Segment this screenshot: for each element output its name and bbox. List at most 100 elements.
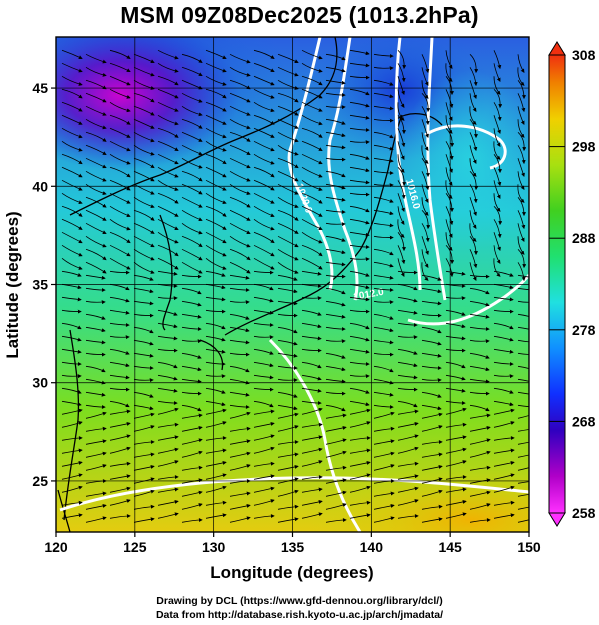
streamline-645	[181, 465, 203, 471]
streamline-490	[301, 361, 322, 369]
streamline-28	[253, 62, 275, 72]
streamline-281	[85, 235, 107, 248]
streamline-519	[517, 378, 529, 382]
streamline-210	[301, 179, 323, 191]
streamline-251	[325, 209, 346, 215]
streamline-556	[445, 400, 466, 406]
isobar-south-3	[59, 476, 529, 512]
streamline-60	[61, 88, 83, 99]
streamline-184	[157, 166, 179, 178]
streamline-656	[445, 460, 467, 467]
streamline-461	[85, 352, 106, 357]
streamline-614	[397, 434, 419, 441]
streamline-322	[109, 257, 131, 270]
streamline-115	[421, 119, 429, 139]
streamline-687	[229, 491, 251, 497]
streamline-382	[109, 296, 130, 303]
streamline-472	[349, 348, 370, 354]
streamline-401	[85, 313, 106, 320]
streamline-137	[469, 132, 478, 152]
streamline-167	[229, 157, 251, 169]
streamline-516	[445, 374, 466, 381]
streamline-574	[397, 409, 419, 415]
streamline-480	[61, 361, 82, 367]
streamline-402	[109, 309, 130, 315]
streamline-440	[61, 335, 82, 342]
streamline-494	[397, 361, 418, 368]
streamline-598	[493, 421, 515, 428]
streamline-204	[157, 179, 179, 191]
streamline-731	[325, 518, 347, 523]
streamline-710	[301, 499, 323, 506]
streamline-371	[325, 287, 346, 295]
streamline-349	[277, 274, 298, 281]
streamline-131	[325, 131, 346, 138]
streamline-475	[421, 352, 442, 358]
streamline-717	[469, 503, 491, 510]
streamline-607	[229, 439, 251, 445]
streamline-691	[325, 490, 347, 497]
streamline-677	[469, 478, 491, 484]
streamline-231	[325, 196, 346, 202]
streamline-277	[469, 223, 477, 242]
streamline-90	[301, 101, 323, 112]
streamline-611	[325, 438, 347, 445]
streamline-343	[133, 274, 154, 281]
streamline-39	[517, 67, 525, 86]
streamline-535	[421, 391, 442, 398]
streamline-320	[61, 257, 83, 270]
colorbar-label-258: 258	[572, 505, 596, 521]
streamline-520	[61, 387, 82, 394]
streamline-353	[373, 274, 394, 280]
coordinate-grid	[56, 37, 529, 532]
map-plot-area: 1020.0 1016.0 1012.0	[56, 37, 529, 532]
streamline-58	[493, 76, 501, 95]
streamline-557	[469, 404, 490, 412]
streamline-551	[325, 404, 346, 412]
streamline-543	[133, 404, 154, 411]
x-axis: 120 125 130 135 140 145 150	[44, 532, 541, 555]
streamline-723	[133, 517, 155, 523]
streamline-76	[445, 89, 454, 109]
streamline-7	[229, 53, 251, 64]
streamline-724	[157, 512, 179, 519]
streamline-381	[85, 300, 106, 305]
streamline-246	[205, 205, 227, 217]
streamline-273	[373, 222, 394, 228]
streamline-234	[397, 193, 405, 213]
streamline-23	[133, 66, 155, 77]
streamline-318	[493, 245, 501, 264]
streamline-185	[181, 170, 203, 182]
streamline-532	[349, 387, 370, 394]
streamline-644	[157, 460, 179, 467]
streamline-22	[109, 62, 131, 72]
streamline-456	[445, 335, 466, 341]
streamline-522	[109, 387, 130, 392]
y-tick-label-25: 25	[32, 473, 48, 489]
streamline-237	[469, 197, 477, 217]
streamline-616	[445, 435, 467, 441]
streamline-122	[109, 127, 131, 138]
wind-streamlines	[61, 49, 529, 523]
streamline-581	[85, 426, 107, 432]
streamline-244	[157, 205, 179, 217]
streamline-680	[61, 485, 83, 493]
streamline-585	[181, 425, 203, 432]
streamline-303	[133, 248, 155, 261]
streamline-586	[205, 421, 227, 428]
streamline-294	[397, 232, 406, 252]
streamline-235	[421, 197, 429, 216]
streamline-439	[517, 326, 529, 330]
streamline-116	[445, 115, 453, 134]
streamline-533	[373, 391, 394, 397]
colorbar-ticks: 258 268 278 288 298 308	[549, 47, 596, 521]
streamline-553	[373, 404, 394, 410]
streamline-375	[421, 287, 442, 294]
streamline-512	[349, 374, 370, 379]
streamline-74	[397, 89, 405, 108]
streamline-57	[469, 80, 477, 100]
streamline-95	[421, 106, 430, 126]
streamline-253	[373, 209, 394, 216]
streamline-166	[205, 153, 227, 165]
streamline-63	[133, 92, 155, 103]
